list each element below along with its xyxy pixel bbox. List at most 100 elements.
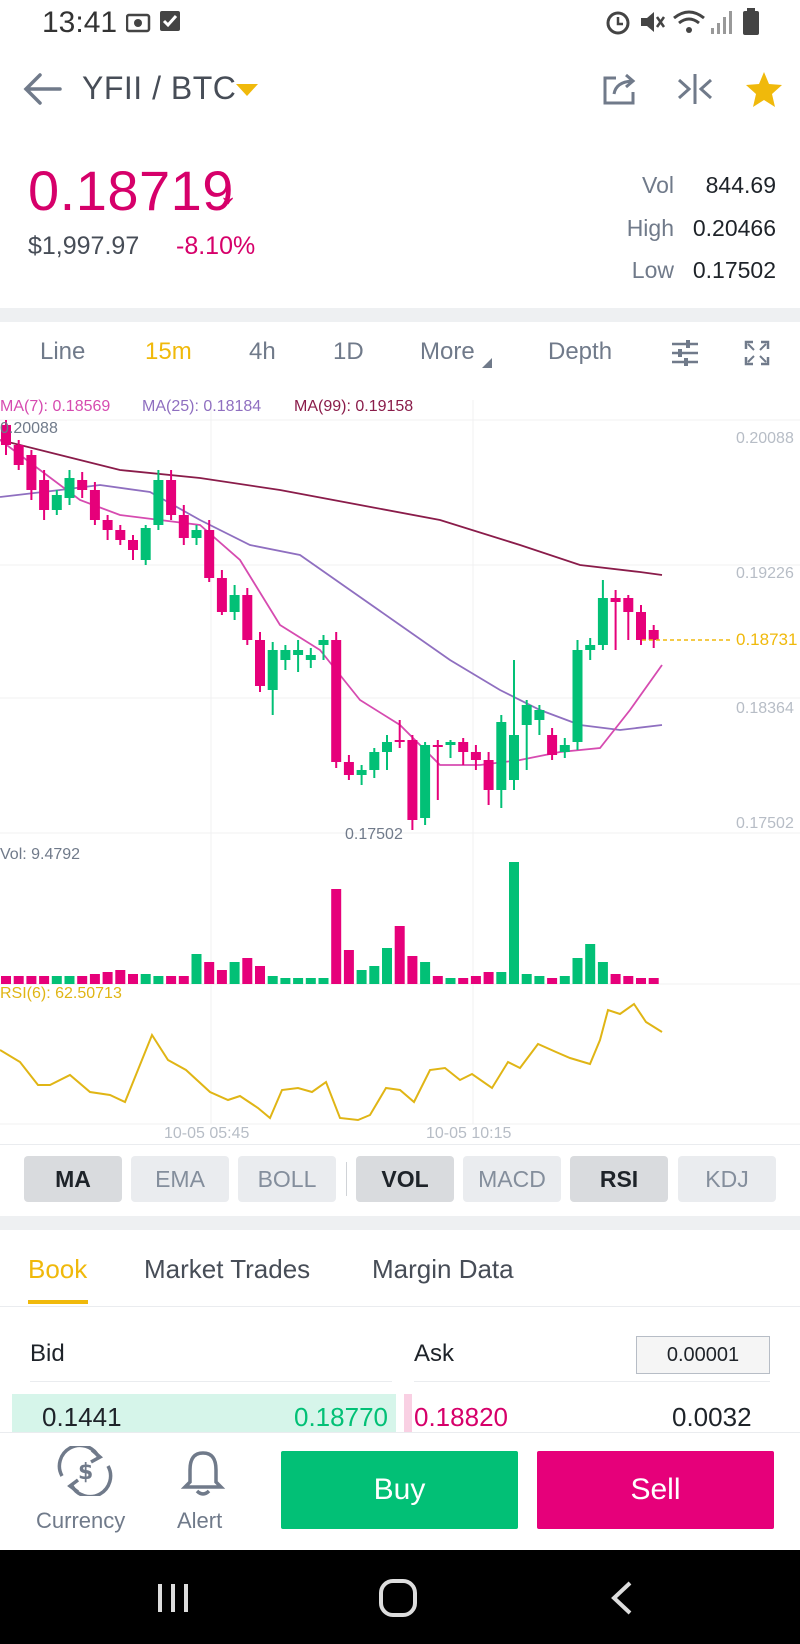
- bid-header-line: [30, 1381, 392, 1382]
- chart-grid: [0, 400, 800, 1125]
- compare-icon[interactable]: [676, 72, 714, 106]
- volume-bars: [1, 862, 659, 984]
- volume-bar: [610, 974, 621, 984]
- candle-body: [318, 640, 329, 645]
- candle-body: [509, 735, 519, 780]
- volume-bar: [115, 970, 126, 984]
- buy-button[interactable]: Buy: [281, 1451, 518, 1529]
- chart-low-marker: 0.17502: [345, 826, 403, 843]
- indicator-kdj-button[interactable]: KDJ: [678, 1156, 776, 1202]
- candle-body: [521, 705, 532, 725]
- chart-bottom-divider: [0, 1144, 800, 1145]
- volume-bar: [470, 976, 481, 984]
- alert-label[interactable]: Alert: [177, 1508, 223, 1533]
- candle-body: [255, 640, 265, 686]
- candle-body: [420, 745, 431, 818]
- tf-15m[interactable]: 15m: [145, 338, 192, 365]
- indicator-rsi-button[interactable]: RSI: [570, 1156, 668, 1202]
- candle-body: [648, 630, 659, 640]
- pair-title[interactable]: YFII / BTC: [82, 70, 237, 106]
- ask-price[interactable]: 0.18820: [414, 1402, 508, 1432]
- candle-body: [369, 752, 380, 770]
- tf-more[interactable]: More: [420, 338, 475, 365]
- price-down-arrow-icon: ↓: [218, 168, 238, 212]
- candle-body: [407, 740, 418, 820]
- indicator-macd-button[interactable]: MACD: [463, 1156, 561, 1202]
- tab-margin-data[interactable]: Margin Data: [372, 1254, 514, 1284]
- battery-icon: [743, 8, 759, 35]
- volume-bar: [636, 978, 646, 984]
- sell-button[interactable]: Sell: [537, 1451, 774, 1529]
- back-arrow-icon[interactable]: [22, 72, 62, 106]
- pair-dropdown-icon[interactable]: [236, 84, 258, 98]
- volume-bar: [153, 976, 164, 984]
- back-nav-icon[interactable]: [608, 1580, 634, 1616]
- current-price-tag: 0.18731: [736, 630, 798, 649]
- precision-select[interactable]: 0.00001: [636, 1336, 770, 1374]
- bid-qty[interactable]: 0.1441: [42, 1402, 122, 1432]
- volume-bar: [204, 962, 215, 984]
- rsi-polyline: [0, 1002, 663, 1122]
- candle-body: [394, 740, 405, 742]
- volume-bar: [432, 976, 443, 984]
- share-icon[interactable]: [602, 72, 636, 106]
- volume-bar: [547, 978, 558, 984]
- candle-body: [280, 650, 291, 660]
- volume-bar: [331, 889, 342, 984]
- candle-body: [191, 530, 202, 538]
- alert-bell-icon[interactable]: [180, 1448, 226, 1498]
- volume-bar: [140, 974, 151, 984]
- tf-1d[interactable]: 1D: [333, 338, 364, 365]
- volume-bar: [458, 978, 469, 984]
- camera-notification-icon: [126, 13, 151, 33]
- volume-bar: [89, 974, 100, 984]
- vol-label: Vol: [642, 172, 674, 198]
- signal-icon: [711, 11, 732, 34]
- volume-bar: [445, 978, 456, 984]
- indicator-ema-button[interactable]: EMA: [131, 1156, 229, 1202]
- volume-bar: [343, 950, 354, 984]
- candle-body: [636, 612, 646, 640]
- price-usd: $1,997.97: [28, 232, 140, 260]
- more-corner-icon: [482, 358, 492, 368]
- volume-bar: [13, 976, 24, 984]
- high-value: 0.20466: [692, 215, 776, 241]
- candle-body: [547, 735, 558, 755]
- currency-label[interactable]: Currency: [36, 1508, 126, 1533]
- wifi-icon: [673, 10, 705, 33]
- tab-market-trades[interactable]: Market Trades: [144, 1254, 311, 1284]
- volume-bar: [394, 926, 405, 984]
- favorite-star-icon[interactable]: [744, 70, 784, 108]
- tf-line[interactable]: Line: [40, 338, 86, 365]
- candle-body: [331, 640, 342, 762]
- tab-book[interactable]: Book: [28, 1254, 88, 1284]
- candle-body: [26, 455, 37, 490]
- candle-body: [229, 595, 240, 612]
- rsi-label: RSI(6): 62.50713: [0, 985, 122, 1002]
- volume-bar: [559, 976, 570, 984]
- indicator-ma-button[interactable]: MA: [24, 1156, 122, 1202]
- candle-body: [470, 752, 481, 760]
- currency-convert-icon[interactable]: $: [54, 1446, 116, 1496]
- candle-body: [64, 478, 75, 498]
- indicator-vol-button[interactable]: VOL: [356, 1156, 454, 1202]
- candle-body: [204, 530, 215, 578]
- kline-chart[interactable]: [0, 392, 800, 1142]
- settings-sliders-icon[interactable]: [670, 338, 700, 368]
- recent-apps-icon[interactable]: [156, 1582, 192, 1614]
- indicator-boll-button[interactable]: BOLL: [238, 1156, 336, 1202]
- ma25-line: [0, 484, 663, 731]
- candles: [1, 420, 659, 830]
- indicator-separator: [346, 1162, 347, 1196]
- high-label: High: [626, 215, 674, 241]
- section-divider-2: [0, 1216, 800, 1230]
- home-icon[interactable]: [378, 1578, 418, 1618]
- fullscreen-icon[interactable]: [744, 340, 770, 366]
- ask-qty[interactable]: 0.0032: [672, 1402, 752, 1432]
- candle-body: [382, 742, 392, 752]
- volume-bar: [267, 976, 278, 984]
- tf-depth[interactable]: Depth: [548, 338, 613, 365]
- tf-4h[interactable]: 4h: [249, 338, 276, 365]
- candle-body: [559, 745, 570, 752]
- bid-price[interactable]: 0.18770: [294, 1402, 388, 1432]
